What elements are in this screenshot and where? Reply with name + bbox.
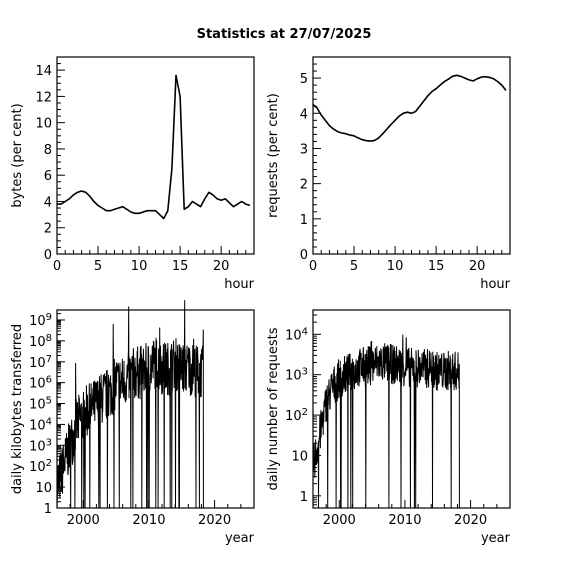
- x-tick-label: 5: [94, 259, 102, 274]
- x-tick-label: 2010: [132, 513, 165, 528]
- y-axis-label: bytes (per cent): [10, 103, 25, 207]
- y-tick-label: 2: [44, 222, 52, 237]
- data-line: [312, 334, 460, 509]
- y-tick-label: 14: [35, 64, 52, 79]
- y-tick-label: 6: [44, 169, 52, 184]
- data-line: [57, 74, 251, 220]
- x-tick-label: 0: [309, 259, 317, 274]
- x-tick-label: 15: [428, 259, 445, 274]
- y-axis-label: daily number of requests: [266, 327, 281, 490]
- y-tick-label: 8: [44, 143, 52, 158]
- x-tick-label: 2000: [323, 513, 356, 528]
- chart-panel-2: 0 5 10 15 20 hour 0 1 2 3 4 5 requests (per cent): [266, 56, 511, 292]
- y-tick-label: 10: [35, 117, 52, 132]
- y-tick-label: 1: [44, 502, 52, 517]
- x-tick-label: 20: [469, 259, 486, 274]
- x-tick-label: 2020: [198, 513, 231, 528]
- y-tick-label: 10: [35, 481, 52, 496]
- y-tick-label: 4: [44, 195, 52, 210]
- y-tick-label: 3: [300, 142, 308, 157]
- x-axis-label: year: [481, 531, 511, 546]
- data-line: [312, 74, 507, 142]
- y-tick-label: 5: [300, 72, 308, 87]
- y-tick-label: 12: [35, 90, 52, 105]
- x-tick-label: 5: [350, 259, 358, 274]
- data-line: [56, 300, 204, 509]
- x-tick-label: 2020: [454, 513, 487, 528]
- x-tick-label: 10: [387, 259, 404, 274]
- y-axis-label: requests (per cent): [266, 93, 281, 218]
- x-axis-label: hour: [480, 277, 510, 292]
- y-tick-label: 2: [300, 178, 308, 193]
- y-axis-label: daily kilobytes transferred: [10, 324, 25, 494]
- figure-title: Statistics at 27/07/2025: [197, 27, 372, 42]
- plot-frame: [312, 309, 511, 509]
- chart-panel-1: 0 5 10 15 20 hour 0 2 4 6 8 10 12 14 bytes (per cent): [10, 56, 255, 292]
- x-axis-label: hour: [224, 277, 254, 292]
- x-tick-label: 0: [53, 259, 61, 274]
- x-tick-label: 10: [131, 259, 148, 274]
- y-tick-label: 1: [300, 490, 308, 505]
- y-tick-label: 4: [300, 107, 308, 122]
- y-tick-label: 0: [44, 248, 52, 263]
- y-tick-label: 0: [300, 248, 308, 263]
- x-tick-label: 2000: [67, 513, 100, 528]
- y-tick-label: 10: [291, 449, 308, 464]
- x-tick-label: 20: [213, 259, 230, 274]
- x-axis-label: year: [225, 531, 255, 546]
- y-tick-label: 1: [300, 213, 308, 228]
- x-tick-label: 15: [172, 259, 189, 274]
- x-tick-label: 2010: [388, 513, 421, 528]
